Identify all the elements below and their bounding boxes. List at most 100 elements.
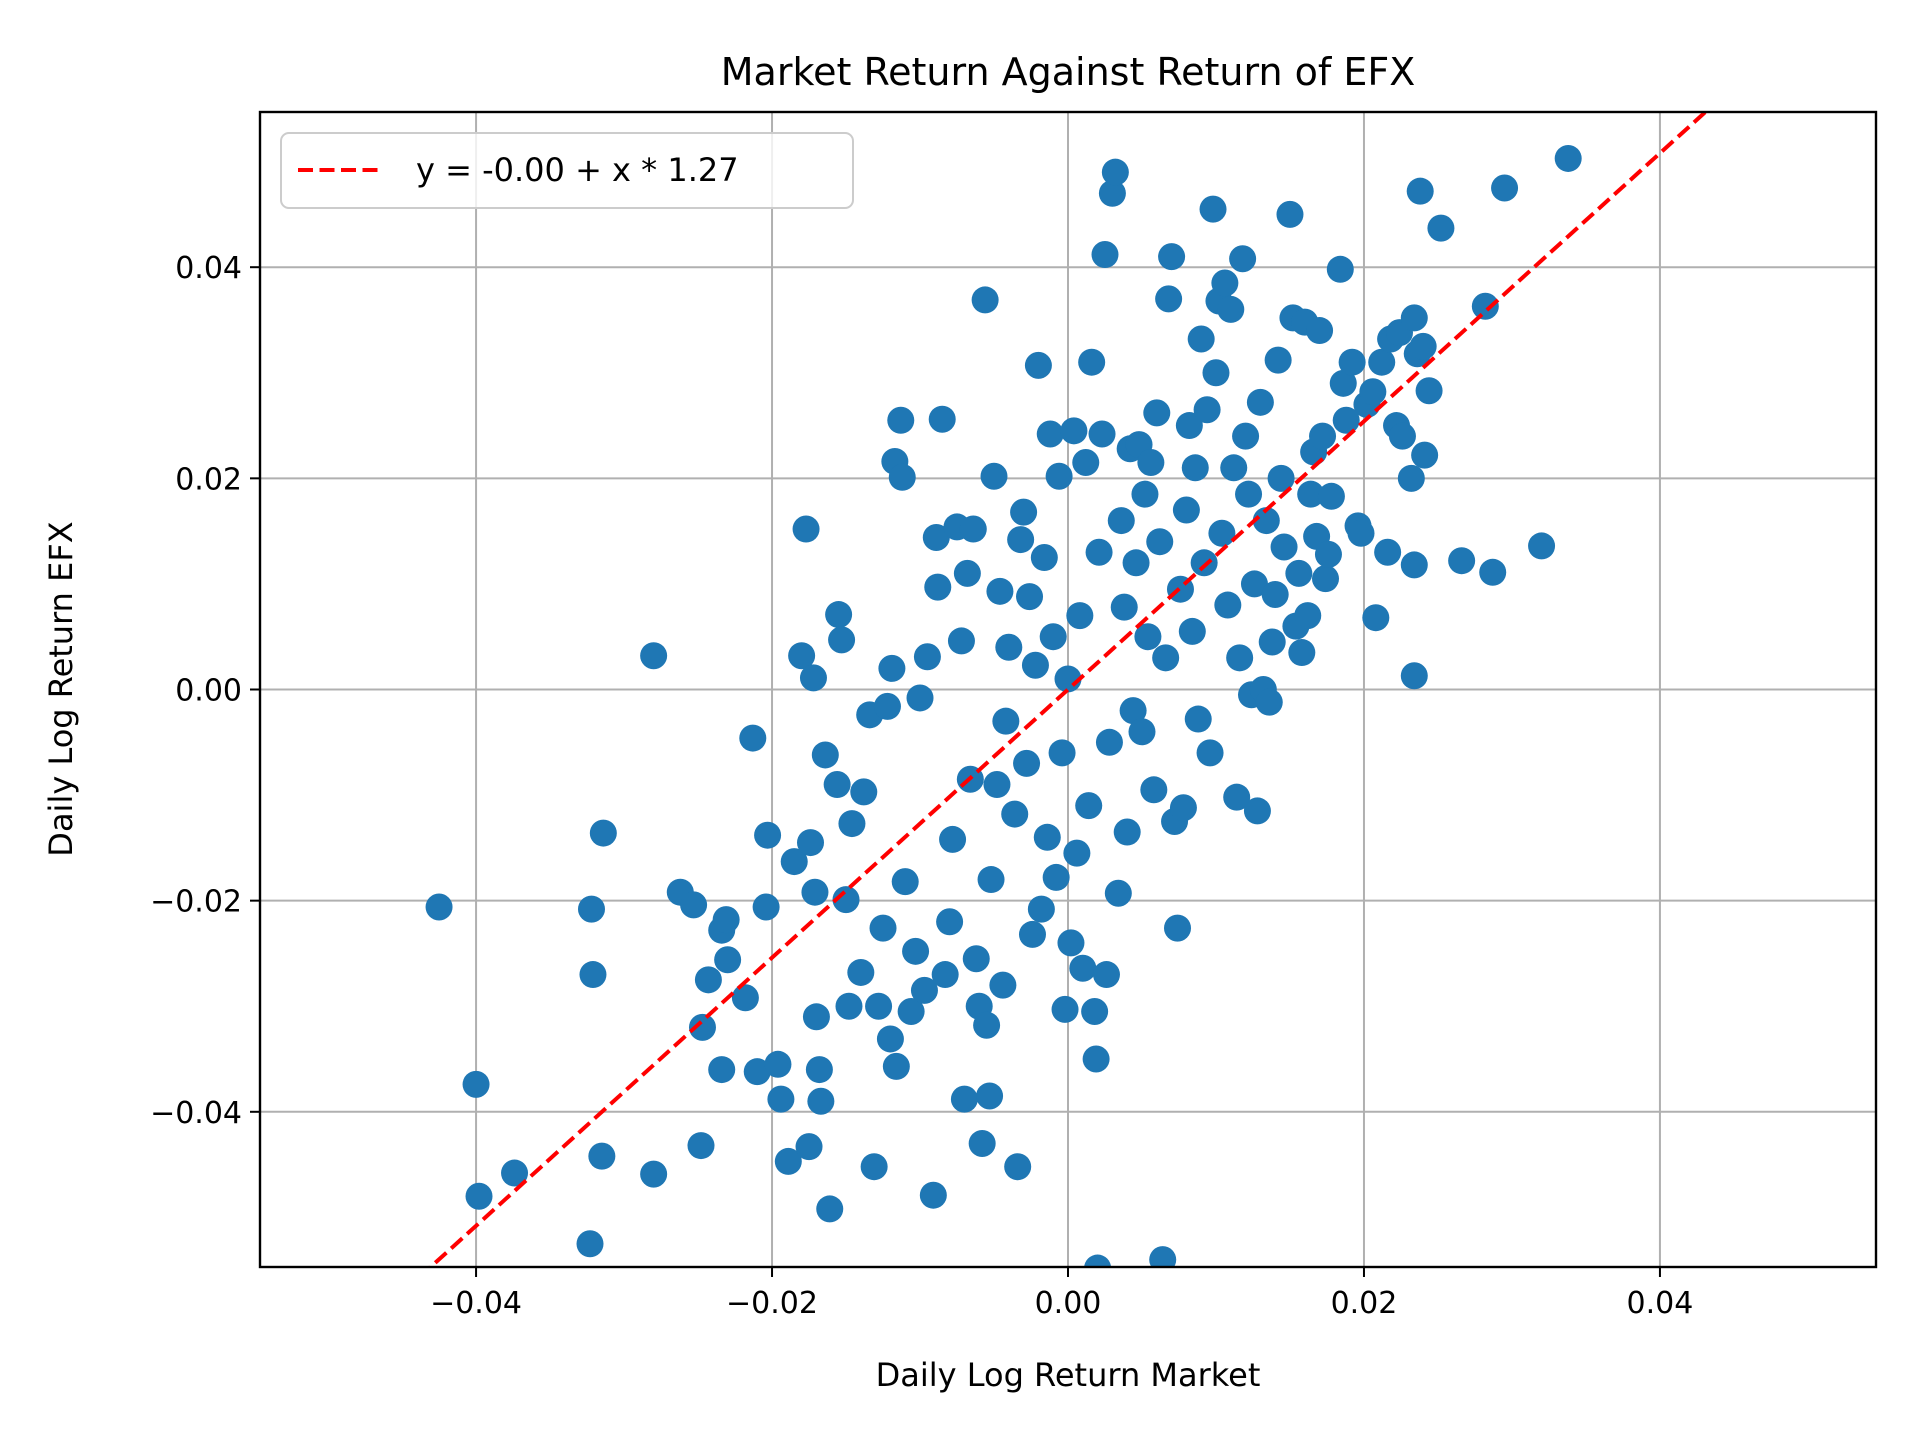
y-axis-ticks: −0.04 −0.02 0.00 0.02 0.04 [150, 251, 260, 1131]
data-point [1479, 558, 1507, 586]
data-point [739, 724, 767, 752]
data-point [1255, 688, 1283, 716]
data-point [588, 1142, 616, 1170]
data-point [1072, 449, 1100, 477]
data-point [888, 463, 916, 491]
data-point [792, 515, 820, 543]
x-axis-ticks: −0.04 −0.02 0.00 0.02 0.04 [430, 1267, 1693, 1321]
data-point [887, 406, 915, 434]
data-point [1057, 929, 1085, 957]
data-point [764, 1050, 792, 1078]
data-point [714, 946, 742, 974]
data-point [1024, 351, 1052, 379]
data-point [1092, 961, 1120, 989]
data-point [832, 886, 860, 914]
data-point [1202, 359, 1230, 387]
legend-label: y = -0.00 + x * 1.27 [416, 151, 739, 189]
data-point [1400, 662, 1428, 690]
data-point [882, 1052, 910, 1080]
data-point [906, 684, 934, 712]
data-point [939, 825, 967, 853]
data-point [1149, 1246, 1177, 1267]
data-point [731, 984, 759, 1012]
data-point [1226, 644, 1254, 672]
data-point [1091, 241, 1119, 269]
legend-box [280, 132, 854, 209]
data-point [1471, 292, 1499, 320]
x-tick-label: 0.02 [1331, 1286, 1398, 1321]
data-point [1131, 480, 1159, 508]
data-point [973, 1011, 1001, 1039]
data-point [825, 601, 853, 629]
data-point [1229, 245, 1257, 273]
data-point [680, 891, 708, 919]
data-point [501, 1159, 529, 1187]
data-point [752, 893, 780, 921]
data-point [1143, 399, 1171, 427]
data-point [1427, 214, 1455, 242]
data-point [1016, 583, 1044, 611]
data-point [1276, 200, 1304, 228]
data-point [1158, 243, 1186, 271]
data-point [1137, 449, 1165, 477]
data-point [774, 1147, 802, 1175]
data-point [1110, 593, 1138, 621]
data-point [971, 286, 999, 314]
x-tick-label: 0.04 [1627, 1286, 1694, 1321]
data-point [913, 643, 941, 671]
data-point [865, 992, 893, 1020]
data-points [425, 144, 1582, 1267]
data-point [1261, 580, 1289, 608]
data-point [1001, 800, 1029, 828]
data-point [1400, 551, 1428, 579]
x-tick-label: 0.00 [1035, 1286, 1102, 1321]
data-point [1223, 783, 1251, 811]
data-point [936, 908, 964, 936]
data-point [1021, 651, 1049, 679]
data-point [1220, 454, 1248, 482]
data-point [919, 1181, 947, 1209]
data-point [805, 1056, 833, 1084]
data-point [1214, 591, 1242, 619]
data-point [1101, 158, 1129, 186]
data-point [1146, 528, 1174, 556]
data-point [807, 1087, 835, 1115]
data-point [1406, 177, 1434, 205]
data-point [1326, 255, 1354, 283]
data-point [1258, 628, 1286, 656]
data-point [1288, 639, 1316, 667]
data-point [1397, 464, 1425, 492]
data-point [931, 961, 959, 989]
data-point [1104, 879, 1132, 907]
data-point [980, 462, 1008, 490]
data-point [1060, 417, 1088, 445]
x-tick-label: −0.02 [726, 1286, 818, 1321]
data-point [1285, 559, 1313, 587]
data-point [1306, 317, 1334, 345]
data-point [1400, 304, 1428, 332]
data-point [968, 1129, 996, 1157]
data-point [995, 633, 1023, 661]
data-point [1164, 914, 1192, 942]
data-point [712, 906, 740, 934]
data-point [1155, 285, 1183, 313]
data-point [1270, 533, 1298, 561]
data-point [1078, 348, 1106, 376]
data-point [924, 573, 952, 601]
data-point [640, 1160, 668, 1188]
data-point [1107, 507, 1135, 535]
data-point [1088, 420, 1116, 448]
data-point [1338, 348, 1366, 376]
data-point [1063, 839, 1091, 867]
data-point [688, 1013, 716, 1041]
data-point [1033, 823, 1061, 851]
data-point [1027, 895, 1055, 923]
data-point [694, 966, 722, 994]
data-point [1235, 480, 1263, 508]
data-point [1190, 549, 1218, 577]
data-point [1010, 498, 1038, 526]
data-point [1193, 396, 1221, 424]
data-point [1528, 532, 1556, 560]
data-point [1098, 179, 1126, 207]
